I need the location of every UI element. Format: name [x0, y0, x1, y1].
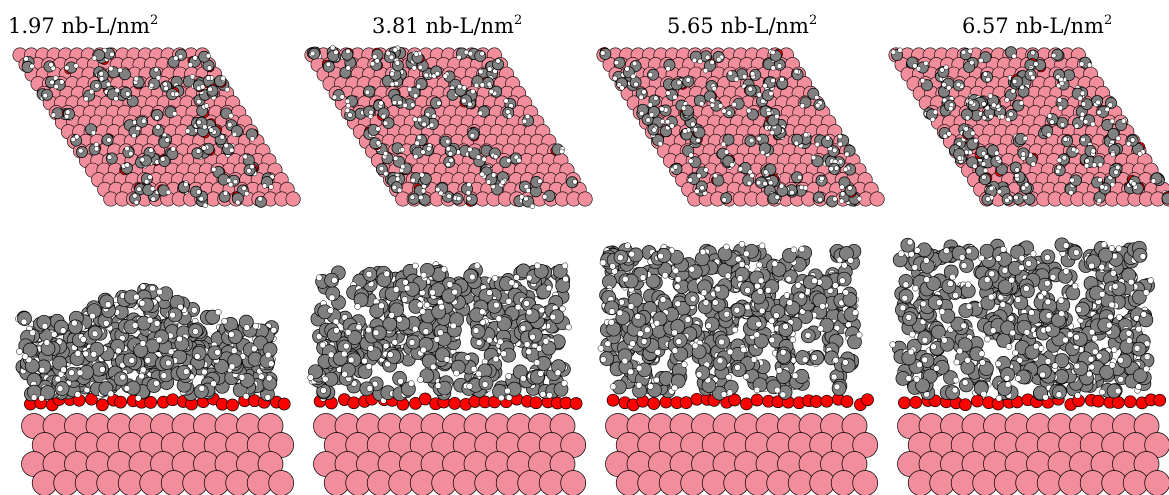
coverage-value: 3.81	[372, 14, 419, 38]
panel-3: 5.65 nb-L/nm2	[584, 0, 885, 495]
panel-2: 3.81 nb-L/nm2	[292, 0, 593, 495]
coverage-label: 6.57 nb-L/nm2	[962, 14, 1112, 38]
unit-exponent: 2	[808, 13, 818, 28]
top-view-image	[888, 46, 1169, 495]
coverage-value: 1.97	[8, 14, 55, 38]
coverage-unit: nb-L/nm	[1015, 14, 1104, 38]
top-view-image	[596, 46, 885, 495]
coverage-unit: nb-L/nm	[61, 14, 150, 38]
unit-exponent: 2	[1103, 13, 1113, 28]
panel-4: 6.57 nb-L/nm2	[876, 0, 1169, 495]
coverage-unit: nb-L/nm	[425, 14, 514, 38]
unit-exponent: 2	[149, 13, 159, 28]
top-view-image	[304, 45, 593, 495]
top-view-image	[12, 47, 301, 495]
unit-exponent: 2	[513, 13, 523, 28]
coverage-unit: nb-L/nm	[720, 14, 809, 38]
coverage-label: 1.97 nb-L/nm2	[8, 14, 158, 38]
panel-1: 1.97 nb-L/nm2	[0, 0, 301, 495]
coverage-label: 5.65 nb-L/nm2	[667, 14, 817, 38]
coverage-label: 3.81 nb-L/nm2	[372, 14, 522, 38]
coverage-value: 5.65	[667, 14, 714, 38]
coverage-value: 6.57	[962, 14, 1009, 38]
